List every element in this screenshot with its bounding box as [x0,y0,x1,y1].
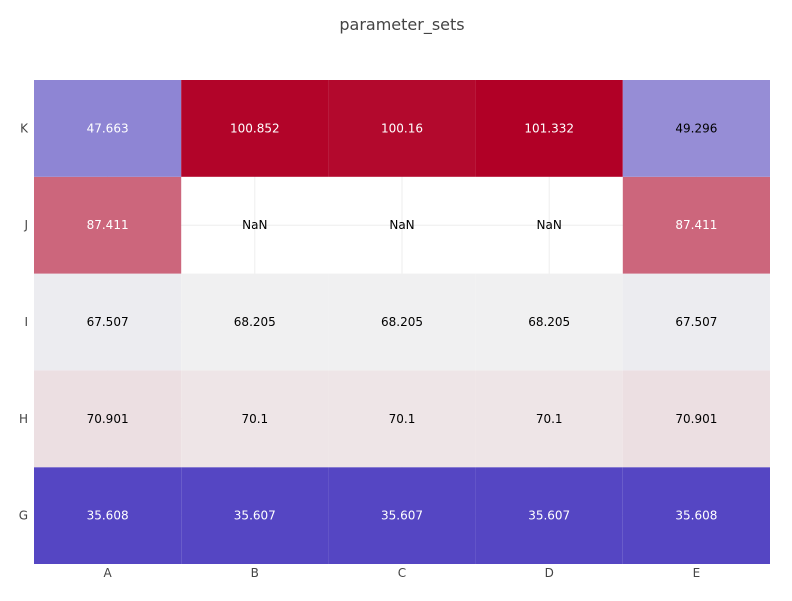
cell-value-G-A: 35.608 [87,509,129,523]
chart-title: parameter_sets [339,15,464,35]
heatmap-cell-I-A[interactable] [34,273,182,371]
cell-value-K-D: 101.332 [524,121,574,135]
heatmap-cell-G-C[interactable] [328,467,476,564]
heatmap-cell-G-B[interactable] [181,467,329,564]
cell-value-K-B: 100.852 [230,121,280,135]
cell-value-H-B: 70.1 [241,412,268,426]
cell-value-I-D: 68.205 [528,315,570,329]
y-tick-label-K: K [20,121,29,135]
heatmap-cell-I-C[interactable] [328,273,476,371]
cell-value-G-C: 35.607 [381,509,423,523]
cell-value-H-C: 70.1 [389,412,416,426]
x-tick-label-E: E [693,566,701,580]
heatmap-cell-H-B[interactable] [181,370,329,468]
heatmap-cell-I-B[interactable] [181,273,329,371]
heatmap-cell-I-E[interactable] [622,273,770,371]
x-tick-label-D: D [545,566,554,580]
heatmap-cell-G-E[interactable] [622,467,770,564]
cell-value-I-C: 68.205 [381,315,423,329]
y-tick-label-J: J [23,218,28,232]
x-tick-label-C: C [398,566,406,580]
cell-value-G-B: 35.607 [234,509,276,523]
heatmap-cell-K-B[interactable] [181,80,329,177]
cell-value-I-B: 68.205 [234,315,276,329]
cell-value-J-A: 87.411 [87,218,129,232]
heatmap-cell-I-D[interactable] [475,273,623,371]
cell-value-H-D: 70.1 [536,412,563,426]
cell-value-I-A: 67.507 [87,315,129,329]
heatmap-cell-H-D[interactable] [475,370,623,468]
cell-value-I-E: 67.507 [675,315,717,329]
heatmap-cell-K-A[interactable] [34,80,182,177]
x-axis-ticks: A B C D E [103,566,700,580]
heatmap-cell-H-A[interactable] [34,370,182,468]
cell-value-J-C: NaN [389,218,414,232]
cell-value-J-B: NaN [242,218,267,232]
x-tick-label-B: B [251,566,259,580]
cell-value-H-E: 70.901 [675,412,717,426]
y-tick-label-H: H [19,412,28,426]
heatmap-cell-K-C[interactable] [328,80,476,177]
cell-value-K-A: 47.663 [87,121,129,135]
heatmap-cell-H-E[interactable] [622,370,770,468]
heatmap-cell-G-A[interactable] [34,467,182,564]
heatmap-cell-K-D[interactable] [475,80,623,177]
heatmap-cell-J-A[interactable] [34,176,182,274]
cell-value-labels: 35.608 35.607 35.607 35.607 35.608 70.901 70.1… [87,121,718,522]
cell-value-H-A: 70.901 [87,412,129,426]
x-tick-label-A: A [103,566,112,580]
heatmap-cell-G-D[interactable] [475,467,623,564]
y-tick-label-I: I [24,315,28,329]
heatmap-cell-J-E[interactable] [622,176,770,274]
heatmap-cells [34,80,770,564]
heatmap-cell-H-C[interactable] [328,370,476,468]
y-axis-ticks: G H I J K [19,121,29,522]
cell-value-G-D: 35.607 [528,509,570,523]
cell-value-G-E: 35.608 [675,509,717,523]
cell-value-K-C: 100.16 [381,121,423,135]
cell-value-K-E: 49.296 [675,121,717,135]
cell-value-J-D: NaN [537,218,562,232]
y-tick-label-G: G [19,509,28,523]
heatmap-cell-K-E[interactable] [622,80,770,177]
cell-value-J-E: 87.411 [675,218,717,232]
